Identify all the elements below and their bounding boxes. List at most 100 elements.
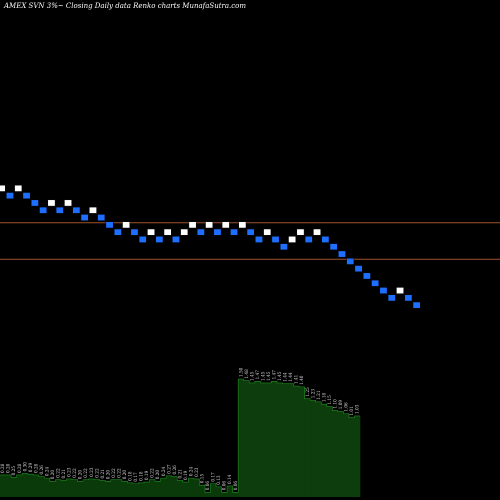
volume-label: 1.01: [349, 406, 354, 416]
renko-brick: [387, 294, 396, 302]
renko-brick: [396, 287, 404, 294]
volume-bar: [343, 413, 350, 497]
volume-label: 1.45: [249, 371, 254, 381]
volume-label: 0.15: [200, 474, 205, 484]
volume-label: 1.45: [260, 371, 265, 381]
volume-label: 0.17: [133, 472, 138, 482]
volume-bar: [155, 481, 161, 497]
volume-bar: [66, 478, 73, 497]
volume-label: 1.41: [294, 374, 299, 384]
volume-bar: [193, 478, 200, 497]
volume-bar: [116, 479, 123, 497]
volume-bar: [199, 485, 206, 497]
renko-brick: [55, 206, 64, 214]
volume-bar: [337, 411, 344, 497]
renko-brick: [172, 236, 180, 243]
volume-bar: [332, 410, 339, 497]
volume-bar: [304, 398, 311, 497]
renko-brick: [255, 236, 263, 243]
renko-brick: [89, 206, 97, 214]
volume-bar: [354, 415, 361, 497]
chart-title: AMEX SVN 3%~ Closing Daily data Renko ch…: [3, 2, 246, 10]
volume-bar: [271, 381, 278, 497]
volume-panel: [0, 378, 361, 497]
renko-brick: [354, 265, 363, 273]
volume-label: 0.06: [222, 481, 227, 491]
volume-bar: [77, 481, 84, 497]
renko-brick: [288, 236, 297, 243]
volume-label: 0.27: [166, 464, 171, 474]
volume-bar: [132, 483, 139, 497]
volume-label: 0.24: [188, 466, 193, 476]
volume-bar: [72, 479, 78, 497]
volume-label: 0.22: [94, 468, 99, 478]
volume-label: 1.10: [332, 399, 337, 409]
volume-label: 1.23: [310, 389, 315, 399]
renko-brick: [14, 184, 23, 192]
renko-brick: [30, 199, 39, 207]
renko-brick: [130, 228, 139, 236]
volume-bar: [160, 478, 167, 497]
volume-bar: [282, 383, 289, 497]
volume-label: 0.20: [105, 470, 110, 480]
volume-bar: [204, 492, 211, 497]
volume-label: 0.20: [50, 470, 55, 480]
renko-brick: [412, 301, 421, 309]
volume-label: 0.20: [122, 470, 127, 480]
volume-label: 0.17: [211, 472, 216, 482]
renko-brick: [138, 236, 147, 243]
renko-brick: [205, 221, 214, 229]
volume-label: 0.26: [172, 465, 177, 475]
volume-bar: [49, 481, 56, 497]
volume-bar: [243, 380, 250, 497]
volume-bar: [177, 480, 184, 497]
volume-bar: [232, 492, 239, 497]
volume-bar: [44, 478, 51, 497]
renko-brick: [97, 214, 106, 221]
volume-label: 0.23: [194, 467, 199, 477]
volume-bar: [105, 481, 112, 497]
renko-brick: [338, 250, 346, 258]
renko-brick: [279, 243, 288, 251]
volume-label: 1.45: [266, 371, 271, 381]
volume-label: 1.15: [327, 395, 332, 405]
volume-label: 0.21: [61, 469, 66, 479]
renko-brick: [263, 228, 272, 236]
resistance-lines: [0, 222, 500, 260]
renko-brick: [180, 228, 189, 236]
volume-label: 0.22: [150, 468, 155, 478]
renko-brick: [404, 294, 413, 302]
volume-bar: [221, 492, 228, 497]
renko-brick: [221, 221, 230, 229]
volume-bar: [33, 474, 40, 497]
volume-bar: [188, 478, 195, 497]
volume-label: 0.18: [128, 471, 133, 481]
volume-label: 0.22: [111, 468, 116, 478]
volume-label: 0.29: [28, 463, 33, 473]
volume-bar: [276, 382, 283, 497]
volume-label: 0.28: [0, 463, 5, 473]
volume-bar: [121, 481, 128, 497]
volume-label: 1.48: [244, 369, 249, 379]
volume-label: 0.20: [78, 470, 83, 480]
volume-label: 0.06: [205, 481, 210, 491]
renko-brick: [296, 228, 305, 236]
volume-bar: [166, 475, 172, 497]
volume-bar: [127, 482, 134, 497]
volume-label: 1.40: [299, 375, 304, 385]
renko-brick: [362, 272, 371, 280]
volume-label: 0.18: [139, 471, 144, 481]
renko-brick: [105, 221, 114, 229]
volume-bar: [38, 476, 45, 497]
renko-bricks: [0, 184, 421, 309]
volume-bar: [94, 479, 100, 497]
volume-bar: [171, 476, 178, 497]
volume-bar: [55, 479, 62, 497]
volume-label: 1.44: [288, 372, 293, 382]
volume-label: 0.20: [155, 470, 160, 480]
volume-label: 0.24: [44, 466, 49, 476]
volume-label: 0.19: [183, 470, 188, 480]
volume-bar: [144, 482, 150, 497]
volume-bar: [83, 479, 89, 497]
renko-brick: [122, 221, 131, 229]
